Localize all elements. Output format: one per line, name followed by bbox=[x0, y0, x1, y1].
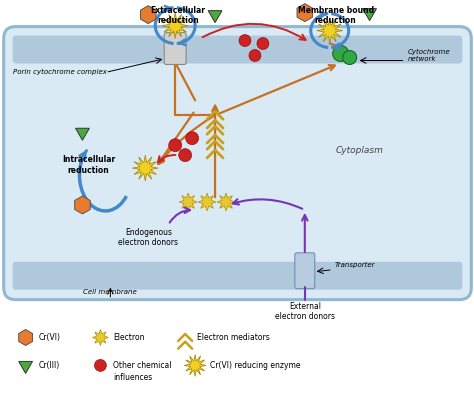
FancyBboxPatch shape bbox=[4, 27, 471, 300]
Circle shape bbox=[343, 51, 356, 64]
Polygon shape bbox=[75, 128, 90, 140]
Polygon shape bbox=[75, 196, 90, 214]
Polygon shape bbox=[18, 361, 33, 373]
Text: Cr(VI): Cr(VI) bbox=[38, 333, 61, 342]
Text: Membrane bound
reduction: Membrane bound reduction bbox=[298, 6, 374, 25]
Text: Transporter: Transporter bbox=[335, 262, 375, 268]
Circle shape bbox=[333, 45, 349, 61]
Text: Other chemical
influences: Other chemical influences bbox=[113, 361, 172, 382]
Text: Porin cytochrome complex: Porin cytochrome complex bbox=[13, 69, 107, 76]
Text: Electron mediators: Electron mediators bbox=[197, 333, 270, 342]
Polygon shape bbox=[132, 155, 158, 181]
Text: Cr(III): Cr(III) bbox=[38, 361, 60, 370]
Polygon shape bbox=[140, 6, 156, 23]
Polygon shape bbox=[92, 330, 109, 345]
Polygon shape bbox=[179, 193, 197, 211]
FancyBboxPatch shape bbox=[164, 33, 186, 64]
Polygon shape bbox=[208, 11, 222, 23]
Text: Cell membrane: Cell membrane bbox=[83, 289, 137, 295]
Text: Cr(VI) reducing enzyme: Cr(VI) reducing enzyme bbox=[210, 361, 301, 370]
Polygon shape bbox=[162, 13, 188, 39]
Circle shape bbox=[257, 37, 269, 49]
Text: Endogenous
electron donors: Endogenous electron donors bbox=[118, 228, 178, 247]
Circle shape bbox=[169, 139, 182, 152]
Text: External
electron donors: External electron donors bbox=[275, 302, 335, 321]
Polygon shape bbox=[184, 355, 206, 377]
Text: Electron: Electron bbox=[113, 333, 145, 342]
Text: Cytoplasm: Cytoplasm bbox=[336, 146, 383, 155]
Circle shape bbox=[249, 49, 261, 61]
Polygon shape bbox=[363, 9, 376, 21]
Text: Cytochrome
network: Cytochrome network bbox=[408, 49, 450, 62]
Circle shape bbox=[179, 149, 191, 162]
Polygon shape bbox=[317, 18, 343, 43]
Polygon shape bbox=[217, 193, 235, 211]
Text: Extracellular
reduction: Extracellular reduction bbox=[151, 6, 206, 25]
FancyBboxPatch shape bbox=[13, 262, 462, 290]
Polygon shape bbox=[297, 4, 312, 21]
Circle shape bbox=[94, 359, 106, 371]
FancyBboxPatch shape bbox=[13, 35, 462, 63]
Polygon shape bbox=[18, 330, 33, 345]
Circle shape bbox=[186, 132, 199, 145]
FancyBboxPatch shape bbox=[295, 253, 315, 289]
Polygon shape bbox=[198, 193, 216, 211]
Text: Intracellular
reduction: Intracellular reduction bbox=[62, 155, 115, 175]
Circle shape bbox=[239, 35, 251, 47]
